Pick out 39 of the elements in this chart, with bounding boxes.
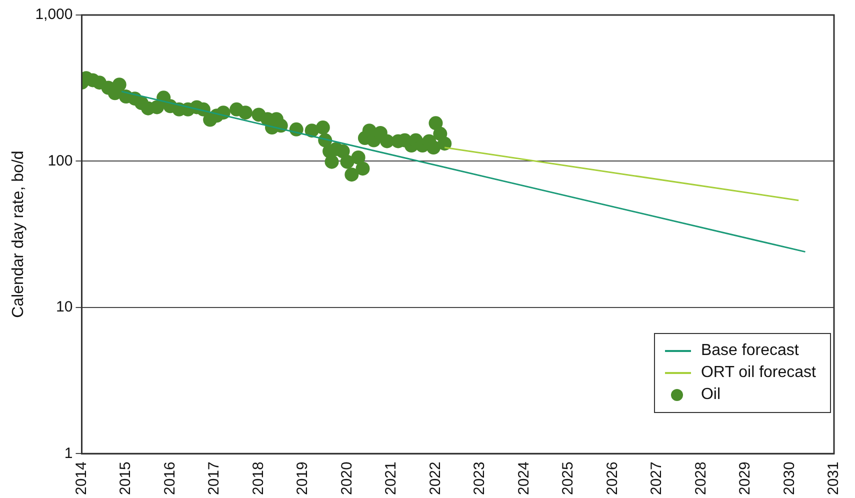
point [150, 100, 164, 114]
point [351, 150, 366, 165]
legend-label: ORT oil forecast [700, 364, 816, 382]
x-tick-label: 2017 [206, 462, 223, 496]
x-tick-label: 2021 [382, 462, 400, 496]
x-tick-label: 2015 [117, 462, 134, 496]
point [428, 116, 443, 130]
point [340, 154, 354, 169]
y-tick-label: 10 [56, 298, 73, 316]
x-tick-label: 2023 [471, 462, 488, 496]
point [336, 144, 350, 158]
point [238, 106, 252, 120]
y-axis-title: Calendar day rate, bo/d [10, 150, 28, 318]
x-tick-label: 2025 [560, 462, 577, 496]
y-tick-label: 100 [48, 152, 73, 170]
x-tick-label: 2031 [825, 462, 842, 496]
y-tick-label: 1,000 [35, 6, 73, 24]
legend-label: Oil [700, 386, 721, 404]
x-tick-label: 2018 [250, 462, 267, 496]
point [112, 78, 126, 92]
point [356, 162, 370, 176]
x-tick-label: 2016 [161, 462, 178, 496]
x-tick-label: 2030 [780, 462, 798, 496]
x-tick-label: 2026 [604, 462, 621, 496]
point [344, 168, 359, 182]
x-tick-label: 2027 [648, 462, 666, 496]
point [426, 140, 441, 155]
x-tick-label: 2020 [338, 462, 356, 496]
x-tick-label: 2024 [515, 462, 532, 496]
x-tick-label: 2019 [294, 462, 312, 496]
x-tick-label: 2014 [72, 462, 90, 496]
y-tick-label: 1 [64, 444, 73, 462]
point [316, 120, 330, 135]
x-tick-label: 2028 [692, 462, 710, 496]
x-tick-label: 2022 [426, 462, 444, 496]
x-tick-label: 2029 [736, 462, 754, 496]
point [438, 136, 452, 151]
legend-label: Base forecast [700, 342, 799, 360]
point [324, 154, 339, 169]
